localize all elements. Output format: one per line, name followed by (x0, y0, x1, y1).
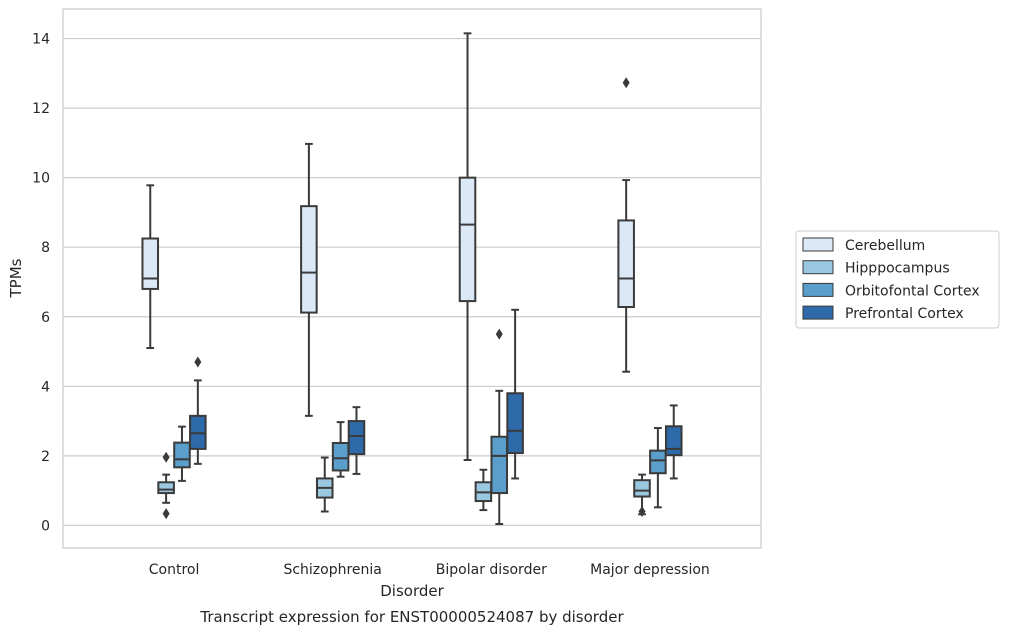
y-tick-label: 2 (41, 449, 50, 465)
box-0-2 (173, 425, 191, 482)
box-2-2 (490, 328, 509, 526)
outlier-marker (162, 508, 170, 520)
box-iqr (617, 219, 635, 309)
box-1-2 (331, 421, 350, 478)
box-3-0 (617, 77, 635, 373)
box-0-1 (157, 451, 175, 520)
box-iqr (490, 435, 509, 495)
box-iqr (331, 441, 350, 472)
y-tick-labels: 0 2 4 6 8 10 12 14 (32, 32, 50, 535)
y-tick-label: 0 (41, 518, 50, 534)
box-iqr (649, 449, 667, 475)
box-iqr (141, 237, 160, 290)
box-1-1 (315, 456, 334, 513)
box-iqr (347, 420, 366, 456)
x-axis-label: Disorder (380, 582, 444, 600)
box-2-1 (474, 468, 493, 512)
x-tick-label: Major depression (590, 562, 710, 578)
legend-label: Orbitofontal Cortex (845, 283, 980, 299)
box-0-3 (189, 356, 207, 465)
box-2-0 (458, 32, 477, 462)
outlier-marker (622, 77, 630, 89)
y-tick-label: 4 (41, 379, 50, 395)
box-iqr (458, 176, 477, 303)
box-0-0 (141, 184, 160, 350)
legend-label: Prefrontal Cortex (845, 306, 964, 322)
x-tick-labels: Control Schizophrenia Bipolar disorder Majo… (149, 562, 710, 578)
outlier-marker (194, 356, 202, 368)
outlier-marker (162, 451, 170, 463)
legend-frame (795, 230, 1000, 329)
legend: Cerebellum Hipppocampus Orbitofontal Corte… (795, 230, 1000, 329)
outlier-marker (495, 328, 503, 340)
box-1-3 (347, 406, 366, 475)
y-tick-label: 10 (32, 171, 50, 187)
legend-label: Cerebellum (845, 238, 925, 254)
box-iqr (664, 425, 683, 457)
outlier-marker (638, 505, 646, 517)
legend-swatch (802, 305, 834, 320)
x-tick-label: Bipolar disorder (436, 562, 547, 578)
box-3-2 (649, 427, 667, 509)
box-iqr (157, 481, 175, 495)
y-tick-label: 14 (32, 32, 50, 48)
box-groups (141, 32, 683, 526)
box-2-3 (506, 308, 524, 480)
legend-swatch (802, 282, 834, 297)
box-3-3 (664, 404, 683, 480)
box-iqr (173, 441, 191, 469)
legend-label: Hipppocampus (845, 261, 950, 277)
y-tick-label: 8 (41, 240, 50, 256)
box-3-1 (633, 473, 651, 517)
y-tick-label: 6 (41, 310, 50, 326)
x-tick-label: Control (149, 562, 200, 578)
x-tick-label: Schizophrenia (283, 562, 381, 578)
box-iqr (300, 205, 318, 314)
box-iqr (633, 479, 651, 498)
chart-caption: Transcript expression for ENST0000052408… (199, 608, 624, 626)
y-tick-label: 12 (32, 101, 50, 117)
legend-swatch (802, 260, 834, 275)
box-iqr (506, 392, 524, 455)
legend-swatch (802, 237, 834, 252)
box-1-0 (300, 142, 318, 417)
y-axis-label: TPMs (7, 258, 25, 298)
